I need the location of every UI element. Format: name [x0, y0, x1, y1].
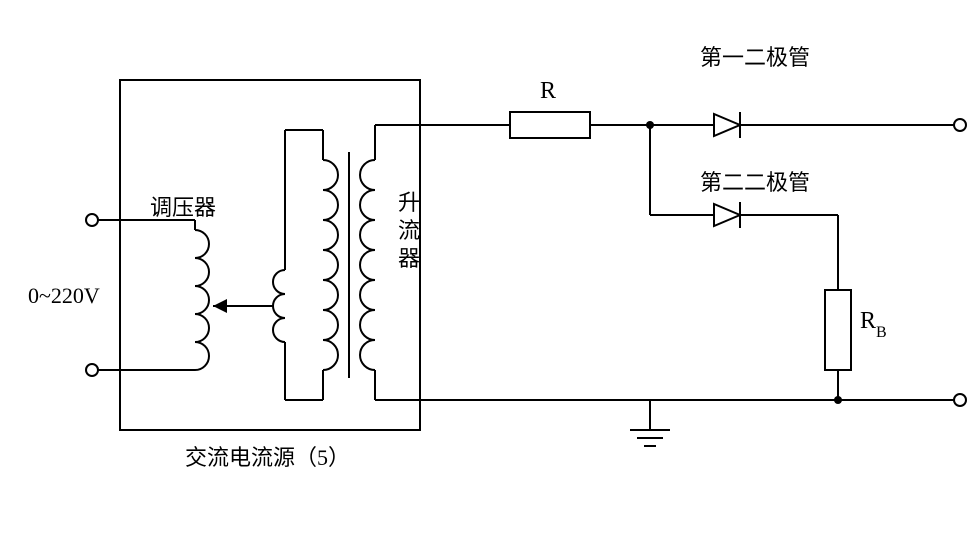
resistor-RB — [825, 290, 851, 370]
diode1-label: 第一二极管 — [700, 45, 810, 70]
diode2-label: 第二二极管 — [700, 170, 810, 195]
booster-label: 升 — [398, 190, 420, 215]
label-RB: RB — [860, 308, 887, 341]
regulator-label: 调压器 — [150, 195, 216, 220]
box-caption: 交流电流源（5） — [185, 445, 350, 470]
booster-label: 流 — [398, 218, 420, 243]
label-R: R — [540, 78, 556, 104]
input-voltage-label: 0~220V — [28, 283, 100, 308]
resistor-R — [510, 112, 590, 138]
booster-label: 器 — [398, 246, 420, 271]
